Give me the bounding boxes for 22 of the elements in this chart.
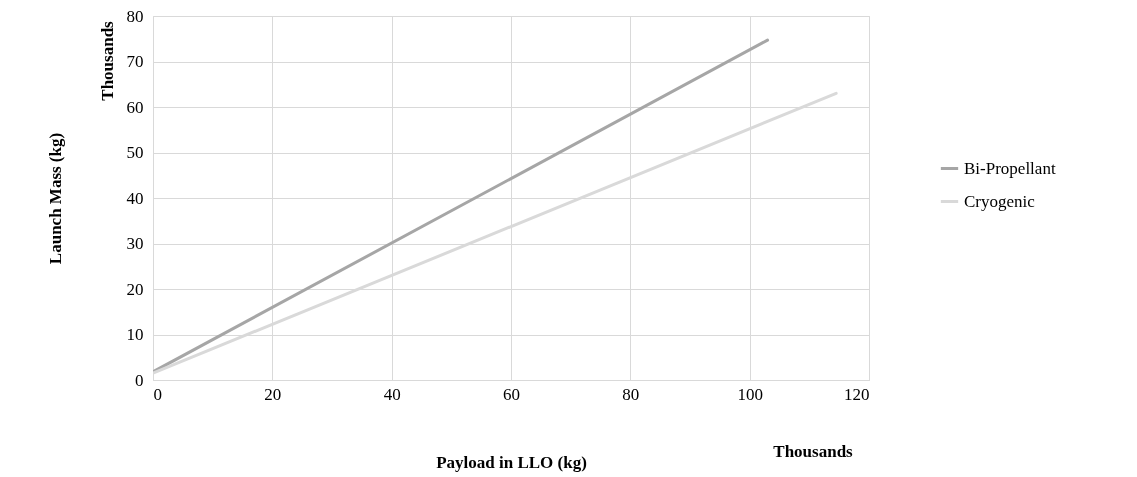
- y-tick-label: 40: [126, 188, 144, 208]
- x-tick-label: 0: [153, 384, 162, 404]
- legend-label: Cryogenic: [964, 191, 1036, 211]
- y-tick-label: 0: [135, 370, 144, 390]
- y-tick-label: 80: [126, 6, 144, 26]
- x-axis-title: Payload in LLO (kg): [436, 452, 587, 472]
- text: Thousands: [98, 20, 117, 101]
- x-tick-label: 120: [844, 384, 870, 404]
- y-tick-label: 60: [126, 97, 144, 117]
- y-tick-label: 30: [126, 234, 144, 253]
- x-tick-label: 20: [264, 384, 282, 404]
- y-tick-label: 50: [126, 143, 144, 162]
- x-tick-label: 60: [503, 384, 520, 404]
- x-tick-label: 80: [622, 384, 640, 404]
- y-tick-label: 10: [126, 325, 144, 344]
- x-tick-label: 100: [737, 384, 763, 404]
- y-tick-label: 20: [126, 279, 144, 299]
- y-tick-label: 70: [126, 52, 144, 71]
- x-tick-label: 40: [383, 384, 401, 404]
- text: Thousands: [773, 442, 854, 461]
- legend-label: Bi-Propellant: [964, 158, 1056, 178]
- y-axis-title: Launch Mass (kg): [45, 132, 65, 265]
